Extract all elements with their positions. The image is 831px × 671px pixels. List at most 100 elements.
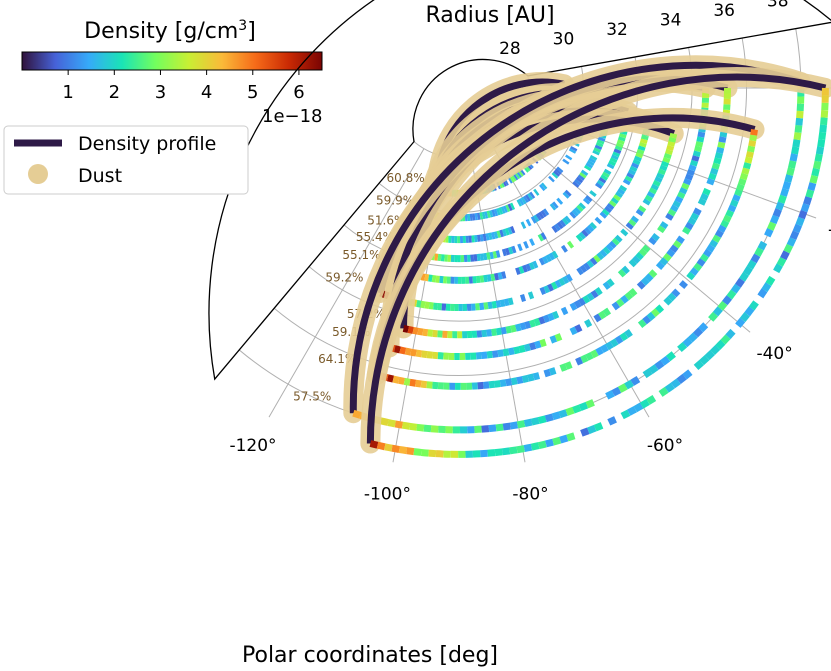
density-segment xyxy=(507,297,514,306)
density-segment xyxy=(560,306,569,316)
density-segment xyxy=(595,182,603,190)
density-segment xyxy=(420,448,429,457)
density-segment xyxy=(639,398,650,409)
density-segment xyxy=(652,179,661,187)
density-segment xyxy=(558,277,566,287)
density-segment xyxy=(637,318,647,328)
density-segment xyxy=(786,237,797,247)
density-segment xyxy=(608,160,616,167)
density-segment xyxy=(636,148,645,155)
density-segment xyxy=(547,283,554,292)
density-segment xyxy=(702,187,711,196)
density-segment xyxy=(576,204,584,212)
density-segment xyxy=(757,240,768,251)
density-segment xyxy=(672,200,682,208)
density-segment xyxy=(597,136,606,142)
density-segment xyxy=(746,259,757,270)
density-segment xyxy=(630,376,641,386)
density-segment xyxy=(820,109,829,118)
density-segment xyxy=(585,399,595,409)
density-segment xyxy=(700,192,709,201)
density-segment xyxy=(586,292,595,302)
radial-tick-label: 36 xyxy=(713,1,735,21)
density-segment xyxy=(695,140,704,148)
density-segment xyxy=(406,447,415,456)
density-segment xyxy=(584,226,592,235)
density-segment xyxy=(687,332,698,343)
density-segment xyxy=(703,248,713,258)
legend: Density profile Dust xyxy=(3,125,249,195)
density-segment xyxy=(648,187,658,195)
density-segment xyxy=(600,174,609,181)
density-segment xyxy=(428,274,433,282)
density-segment xyxy=(579,172,587,179)
density-segment xyxy=(542,314,550,323)
density-segment xyxy=(795,216,805,227)
dust-fraction-label: 60.8% xyxy=(386,171,424,185)
density-segment xyxy=(493,208,499,217)
density-segment xyxy=(568,148,577,154)
density-segment xyxy=(585,162,593,169)
density-segment xyxy=(548,367,557,376)
density-segment xyxy=(619,184,628,192)
density-segment xyxy=(554,333,563,342)
density-segment xyxy=(601,208,610,216)
density-segment xyxy=(676,373,687,384)
density-segment xyxy=(689,267,699,276)
density-segment xyxy=(607,416,617,426)
density-segment xyxy=(642,368,653,379)
density-segment xyxy=(586,259,595,268)
legend-density-label: Density profile xyxy=(78,133,216,155)
density-segment xyxy=(426,351,433,359)
density-segment xyxy=(500,206,506,214)
density-segment xyxy=(775,201,785,211)
density-segment xyxy=(624,175,633,183)
density-segment xyxy=(561,217,569,226)
density-segment xyxy=(631,162,640,169)
density-segment xyxy=(776,256,787,267)
density-segment xyxy=(521,264,528,273)
density-segment xyxy=(503,178,509,186)
density-segment xyxy=(617,268,627,278)
density-segment xyxy=(514,172,521,180)
density-segment xyxy=(669,132,678,139)
density-segment xyxy=(602,307,612,317)
density-segment xyxy=(817,138,826,148)
dust-fraction-label: 59.2% xyxy=(325,270,363,284)
density-segment xyxy=(486,210,491,219)
density-segment xyxy=(537,440,547,450)
density-segment xyxy=(628,218,637,227)
density-segment xyxy=(650,308,660,318)
density-segment xyxy=(564,215,572,224)
density-segment xyxy=(692,207,702,216)
density-segment xyxy=(681,182,690,190)
density-segment xyxy=(593,147,602,153)
density-segment xyxy=(620,294,629,304)
density-segment xyxy=(655,261,665,270)
density-segment xyxy=(415,379,422,388)
density-segment xyxy=(430,425,439,433)
density-segment xyxy=(682,369,693,380)
density-segment xyxy=(637,145,646,152)
density-segment xyxy=(603,168,612,176)
density-segment xyxy=(604,205,613,214)
density-segment xyxy=(524,320,532,330)
density-segment xyxy=(642,315,652,325)
density-segment xyxy=(729,199,739,208)
density-segment xyxy=(706,177,715,186)
density-segment xyxy=(744,306,755,317)
density-segment xyxy=(551,225,559,233)
density-segment xyxy=(648,236,657,246)
density-segment xyxy=(682,337,693,348)
density-segment xyxy=(596,252,605,261)
density-segment xyxy=(596,179,605,187)
density-segment xyxy=(686,168,695,176)
density-segment xyxy=(493,231,499,239)
density-segment xyxy=(518,198,525,206)
density-segment xyxy=(665,212,674,221)
density-segment xyxy=(589,154,598,161)
density-segment xyxy=(352,409,362,419)
density-segment xyxy=(402,325,410,333)
density-segment xyxy=(532,260,539,269)
density-segment xyxy=(504,227,510,236)
